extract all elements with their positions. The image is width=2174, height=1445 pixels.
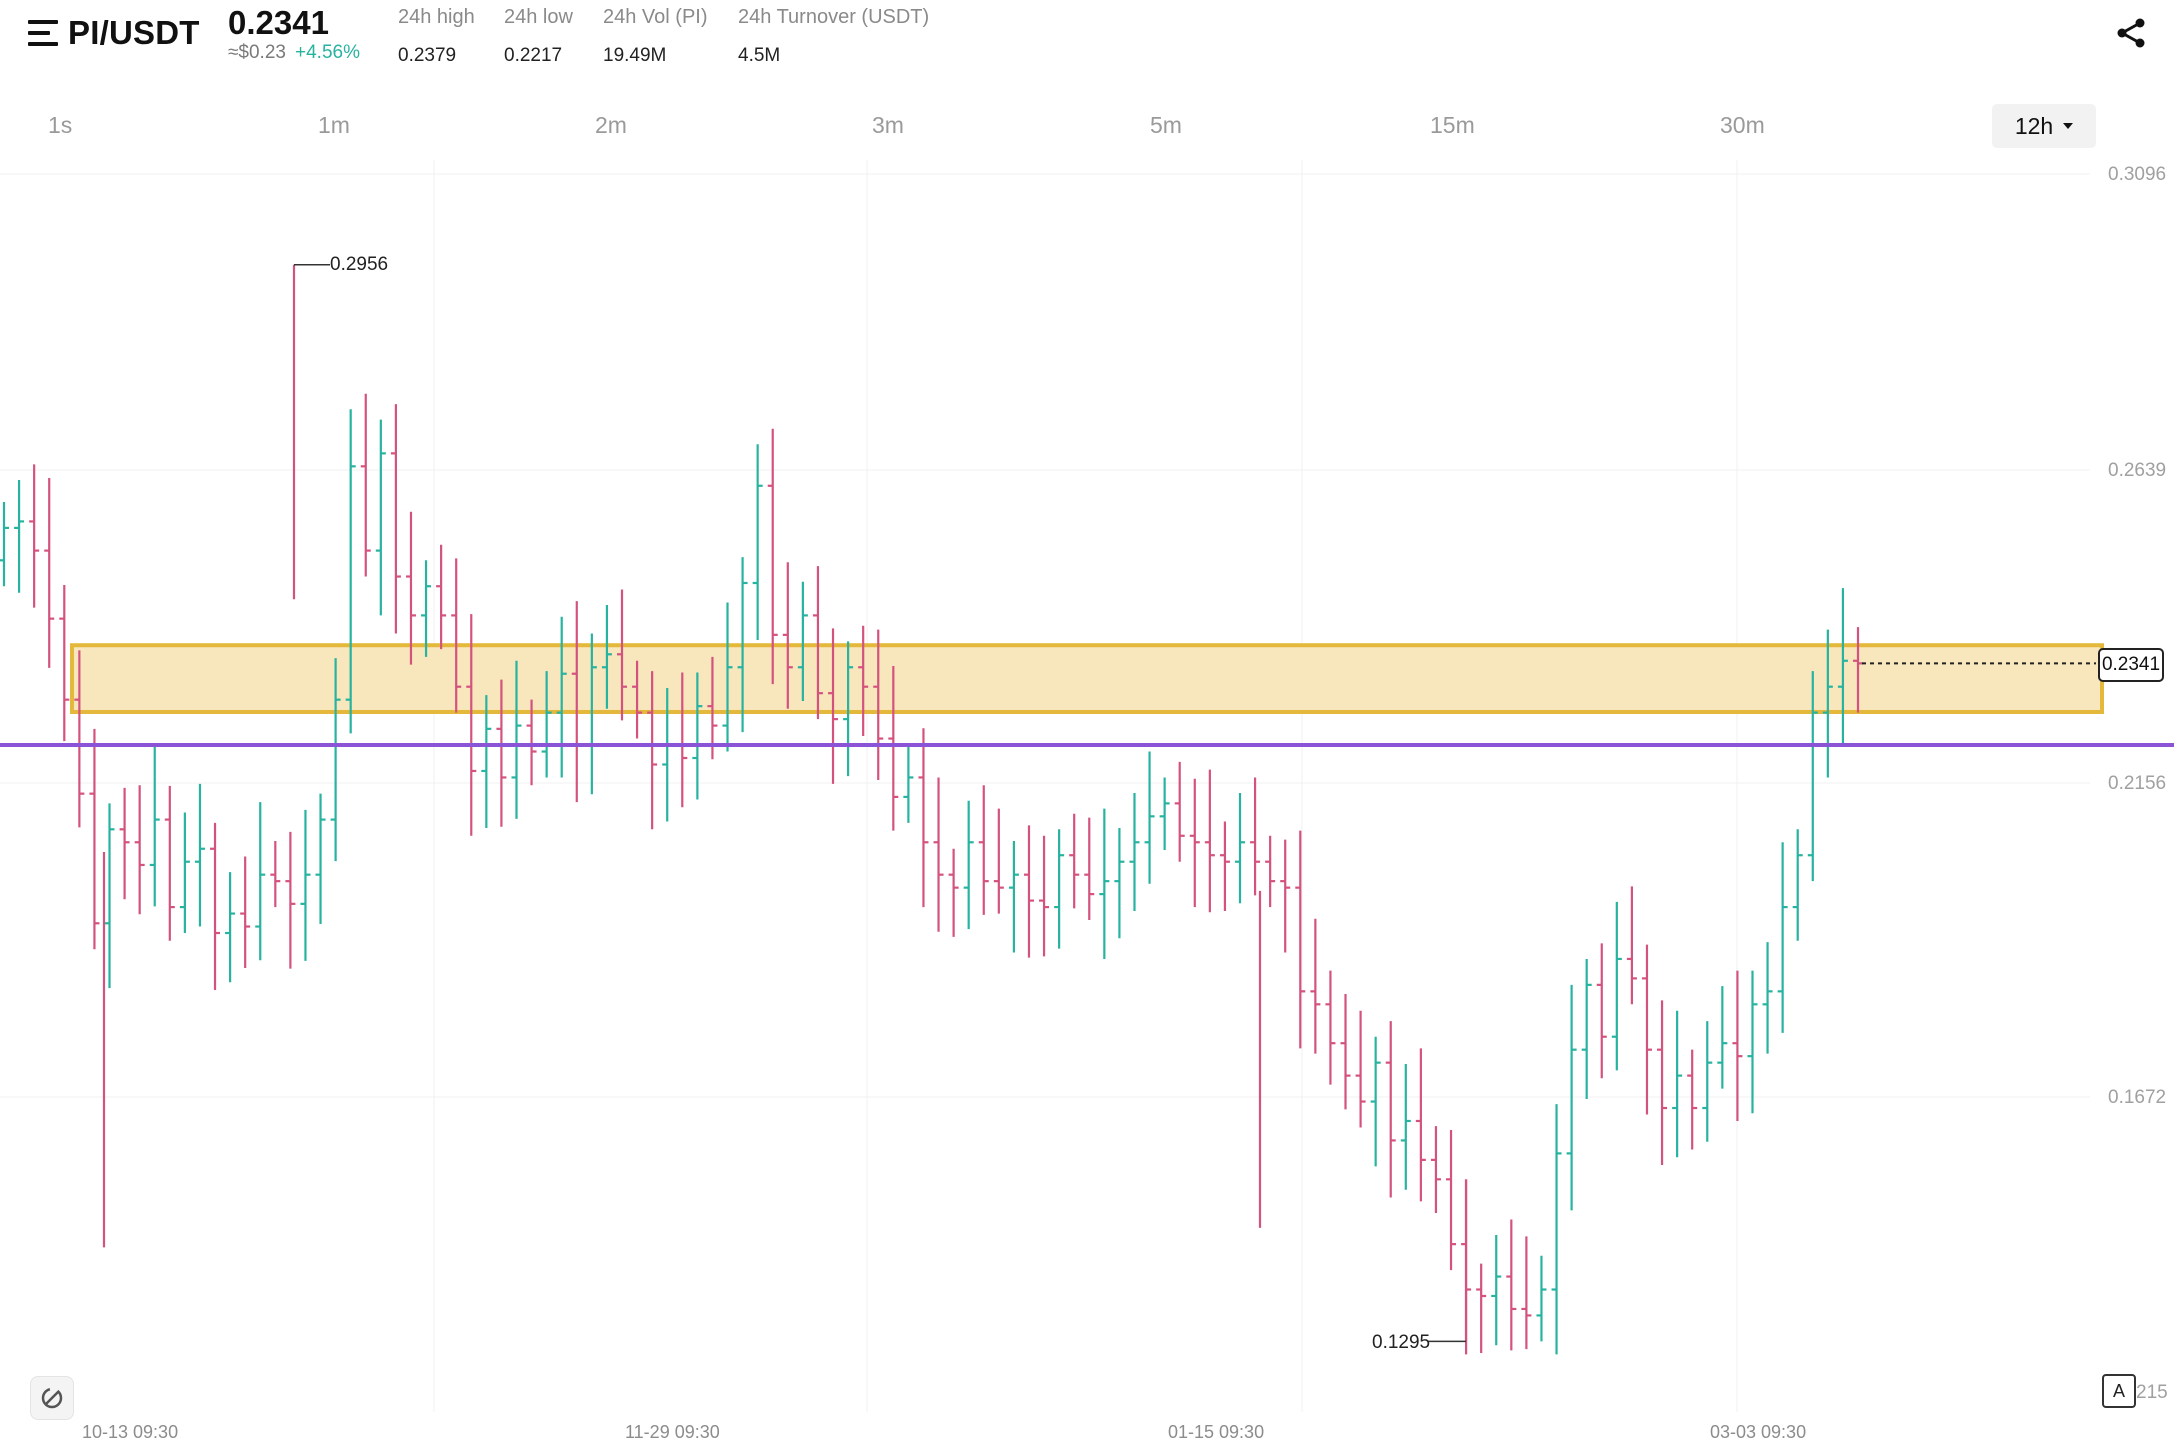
stat-value: 4.5M (738, 45, 781, 66)
tab-1m[interactable]: 1m (318, 112, 350, 138)
last-price: 0.2341 (228, 4, 329, 41)
interval-tabs: 1s 1m 2m 3m 5m 15m 30m 12h (0, 104, 2174, 148)
x-axis-label: 10-13 09:30 (82, 1422, 179, 1442)
y-axis-label: 0.3096 (2108, 164, 2167, 185)
stat-24h-high: 24h high 0.2379 (398, 6, 475, 67)
share-icon[interactable] (2114, 16, 2148, 50)
tab-12h-selected[interactable]: 12h (1992, 104, 2096, 148)
y-axis-label-partial: 215 (2136, 1382, 2168, 1403)
stat-value: 0.2217 (504, 45, 563, 66)
chart-settings-button[interactable] (30, 1376, 74, 1420)
y-axis-label: 0.1672 (2108, 1087, 2167, 1108)
selected-interval-label: 12h (2014, 112, 2054, 139)
stat-24h-volume: 24h Vol (PI) 19.49M (603, 6, 708, 67)
x-axis-label: 01-15 09:30 (1168, 1422, 1265, 1442)
stat-24h-low: 24h low 0.2217 (504, 6, 573, 67)
candlestick-chart[interactable] (0, 150, 2174, 1420)
tab-1s[interactable]: 1s (48, 112, 73, 138)
price-change: +4.56% (295, 42, 360, 63)
tab-3m[interactable]: 3m (872, 112, 904, 138)
current-price-tag: 0.2341 (2098, 648, 2164, 682)
tab-5m[interactable]: 5m (1150, 112, 1182, 138)
stat-value: 19.49M (603, 45, 667, 66)
high-marker-label: 0.2956 (330, 254, 389, 275)
stat-value: 0.2379 (398, 45, 457, 66)
tab-15m[interactable]: 15m (1430, 112, 1475, 138)
market-header: PI/USDT 0.2341 ≈$0.23 +4.56% 24h high 0.… (0, 0, 2174, 90)
low-marker-label: 0.1295 (1372, 1332, 1431, 1353)
y-axis-label: 0.2639 (2108, 460, 2167, 481)
highlight-zone (70, 643, 2104, 714)
stat-label: 24h low (504, 6, 573, 28)
tab-2m[interactable]: 2m (595, 112, 627, 138)
usd-price: ≈$0.23 (228, 42, 286, 63)
auto-scale-button[interactable]: A (2102, 1374, 2136, 1408)
x-axis-label: 11-29 09:30 (625, 1422, 720, 1442)
stat-label: 24h Vol (PI) (603, 6, 708, 28)
x-axis-label: 03-03 09:30 (1710, 1422, 1807, 1442)
stat-label: 24h Turnover (USDT) (738, 6, 930, 28)
menu-icon[interactable] (28, 20, 58, 48)
trading-pair[interactable]: PI/USDT (68, 14, 200, 51)
stat-24h-turnover: 24h Turnover (USDT) 4.5M (738, 6, 929, 67)
y-axis-label: 0.2156 (2108, 773, 2167, 794)
rotate-icon (41, 1387, 63, 1409)
tab-30m[interactable]: 30m (1720, 112, 1765, 138)
stat-label: 24h high (398, 6, 475, 28)
chevron-down-icon (2063, 123, 2074, 129)
